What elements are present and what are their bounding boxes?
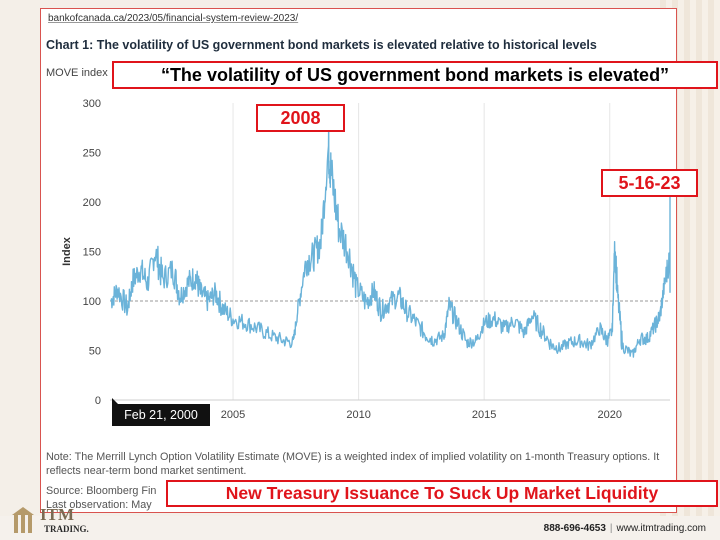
x-tick-label: 2015 [472, 409, 496, 421]
callout-date: 5-16-23 [601, 169, 698, 197]
y-axis-label: Index [61, 236, 73, 266]
bottom-callout: New Treasury Issuance To Suck Up Market … [166, 480, 718, 507]
y-tick-label: 200 [83, 197, 101, 209]
chart-title: Chart 1: The volatility of US government… [46, 38, 597, 52]
chart-note: Note: The Merrill Lynch Option Volatilit… [46, 451, 660, 477]
move-index-series-line [110, 124, 671, 358]
y-tick-label: 100 [83, 296, 101, 308]
x-tick-label: 2005 [221, 409, 245, 421]
logo-text: ITM [40, 505, 74, 524]
x-tick-label: 2010 [346, 409, 370, 421]
tooltip-pointer [112, 398, 119, 405]
footer-site[interactable]: www.itmtrading.com [616, 523, 706, 534]
date-tooltip: Feb 21, 2000 [112, 404, 210, 426]
quote-callout: “The volatility of US government bond ma… [112, 61, 718, 89]
chart-source: Source: Bloomberg Fin [46, 485, 157, 497]
y-tick-label: 150 [83, 247, 101, 259]
x-tick-label: 2020 [597, 409, 621, 421]
itm-logo-icon [12, 507, 34, 533]
y-tick-label: 300 [83, 98, 101, 110]
last-observation: Last observation: May [46, 499, 152, 511]
footer-bar [0, 516, 720, 540]
y-tick-label: 250 [83, 148, 101, 160]
y-tick-label: 50 [89, 346, 101, 358]
footer-phone[interactable]: 888-696-4653 [543, 523, 606, 534]
callout-2008: 2008 [256, 104, 345, 132]
footer-contact: 888-696-4653 | www.itmtrading.com [544, 523, 706, 534]
footer-separator: | [609, 523, 613, 534]
source-url[interactable]: bankofcanada.ca/2023/05/financial-system… [48, 13, 299, 24]
logo-subtext: TRADING. [44, 524, 89, 534]
chart-subtitle: MOVE index [46, 67, 108, 79]
y-tick-label: 0 [95, 395, 101, 407]
